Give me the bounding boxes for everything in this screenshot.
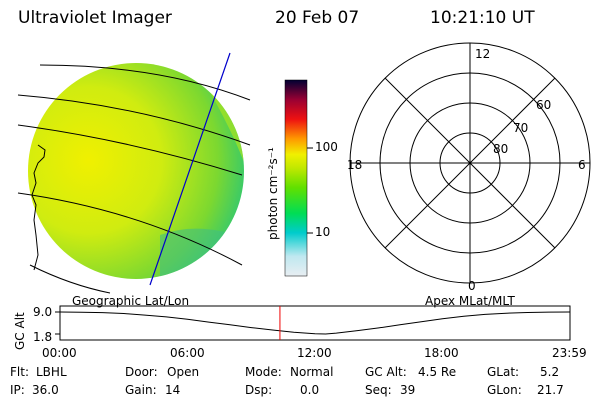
polar-mlt-12: 12 [475, 47, 491, 61]
geographic-image-panel [17, 52, 251, 294]
plot-left-title: Geographic Lat/Lon [72, 294, 190, 308]
plot-xtick-0600: 06:00 [170, 346, 205, 360]
glat-value: 5.2 [540, 365, 560, 379]
polar-grid [349, 42, 591, 284]
colorbar-tick-10-label: 10 [315, 225, 331, 239]
dsp-value: 0.0 [300, 383, 320, 397]
altitude-series-line [59, 311, 570, 335]
gain-value: 14 [165, 383, 181, 397]
gcalt-label: GC Alt: [365, 365, 407, 379]
door-value: Open [167, 365, 200, 379]
door-label: Door: [125, 365, 158, 379]
polar-lat-80: 80 [493, 142, 509, 156]
ip-value: 36.0 [32, 383, 59, 397]
plot-frame [59, 305, 571, 341]
plot-xtick-0000: 00:00 [42, 346, 77, 360]
polar-mlt-18: 18 [347, 158, 363, 172]
plot-xtick-2359: 23:59 [552, 346, 587, 360]
altitude-plot [55, 305, 571, 341]
plot-ylabel: GC Alt [13, 312, 27, 350]
longitude-line [149, 52, 231, 286]
plot-right-title: Apex MLat/MLT [425, 294, 515, 308]
app-title: Ultraviolet Imager [18, 8, 172, 28]
latitude-line [17, 94, 251, 146]
seq-label: Seq: [365, 383, 392, 397]
polar-mlt-6: 6 [578, 158, 586, 172]
image-date: 20 Feb 07 [275, 8, 360, 28]
mode-label: Mode: [245, 365, 282, 379]
ip-label: IP: [10, 383, 25, 397]
plot-xtick-1800: 18:00 [424, 346, 459, 360]
seq-value: 39 [400, 383, 416, 397]
plot-ytick-1-8: 1.8 [33, 330, 53, 344]
dsp-label: Dsp: [245, 383, 273, 397]
colorbar-gradient [284, 79, 313, 277]
colorbar-tick-100-label: 100 [315, 140, 338, 154]
latitude-line [29, 264, 111, 294]
colorbar-unit-label: photon cm⁻²s⁻¹ [266, 147, 280, 240]
polar-lat-70: 70 [513, 121, 529, 135]
latitude-line [39, 64, 251, 101]
plot-ytick-9: 9.0 [33, 305, 53, 319]
polar-lat-60: 60 [536, 98, 552, 112]
plot-xtick-1200: 12:00 [297, 346, 332, 360]
glat-label: GLat: [487, 365, 520, 379]
gcalt-value: 4.5 Re [418, 365, 457, 379]
latitude-line [17, 124, 243, 176]
flt-label: Flt: [10, 365, 29, 379]
glon-value: 21.7 [537, 383, 564, 397]
earth-disk [28, 63, 244, 279]
gain-label: Gain: [125, 383, 157, 397]
polar-mlt-0: 0 [468, 279, 476, 293]
flt-value: LBHL [36, 365, 67, 379]
mode-value: Normal [290, 365, 334, 379]
coastline [31, 144, 46, 271]
latitude-line [17, 192, 243, 266]
image-time: 10:21:10 UT [430, 8, 535, 28]
glon-label: GLon: [487, 383, 522, 397]
